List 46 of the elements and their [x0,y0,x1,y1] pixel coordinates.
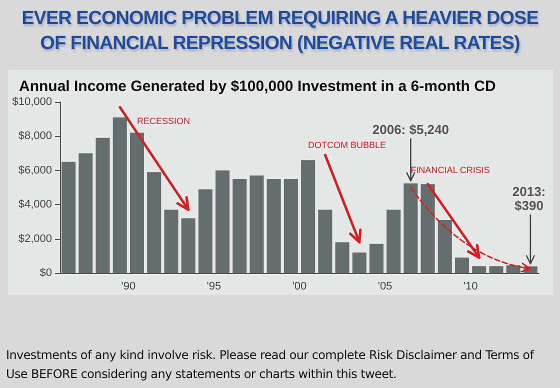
bar [352,252,366,273]
y-tick-label: $6,000 [18,164,52,176]
x-tick-label: '05 [378,280,392,292]
y-tick-label: $8,000 [18,130,52,142]
bar [506,265,520,273]
annotation: 2013: $390 [511,184,547,214]
bar [284,178,298,273]
bar [216,170,230,273]
annotation: FINANCIAL CRISIS [410,165,490,176]
text: Investments of any kind involve risk. Please read our complete Risk Disclaimer and Terms of Use BEFORE considering any statements or charts within this tweet. [6,347,536,383]
bar [369,244,384,273]
chart-title: EVER ECONOMIC PROBLEM REQUIRING A HEAVIER DOSE OF FINANCIAL REPRESSION (NEGATIVE REAL RATES) [20,7,540,56]
x-tick-label: '00 [292,280,307,292]
y-tick-label: $10,000 [12,96,52,108]
bar [78,153,93,273]
bar [250,176,264,273]
bar [130,132,144,273]
annotation: 2006: $5,240 [372,122,449,137]
bar [489,266,504,273]
bar [62,162,76,273]
x-tick-label: '95 [206,280,222,292]
chart-subtitle: Annual Income Generated by $100,000 Investment in a 6-month CD [19,78,496,95]
bar [335,242,350,273]
x-tick-label: '10 [463,280,478,292]
bar [112,117,127,273]
bar [420,184,435,273]
bar [147,172,162,273]
bar [198,189,212,273]
bar [164,210,178,273]
annotation: DOTCOM BUBBLE [308,140,386,150]
y-tick-label: $0 [40,267,52,279]
x-tick-label: '90 [121,280,136,292]
bar [438,220,452,273]
bar [232,178,247,273]
bar [472,266,486,273]
bar [266,178,281,273]
bar [455,258,470,273]
y-tick-label: $4,000 [18,198,52,211]
bar [318,210,332,273]
bar [181,218,196,273]
bar [301,160,316,273]
bar [404,183,418,273]
y-tick-label: $2,000 [18,232,52,245]
bar [96,138,110,273]
annotation: RECESSION [136,116,190,126]
bar [386,210,401,273]
